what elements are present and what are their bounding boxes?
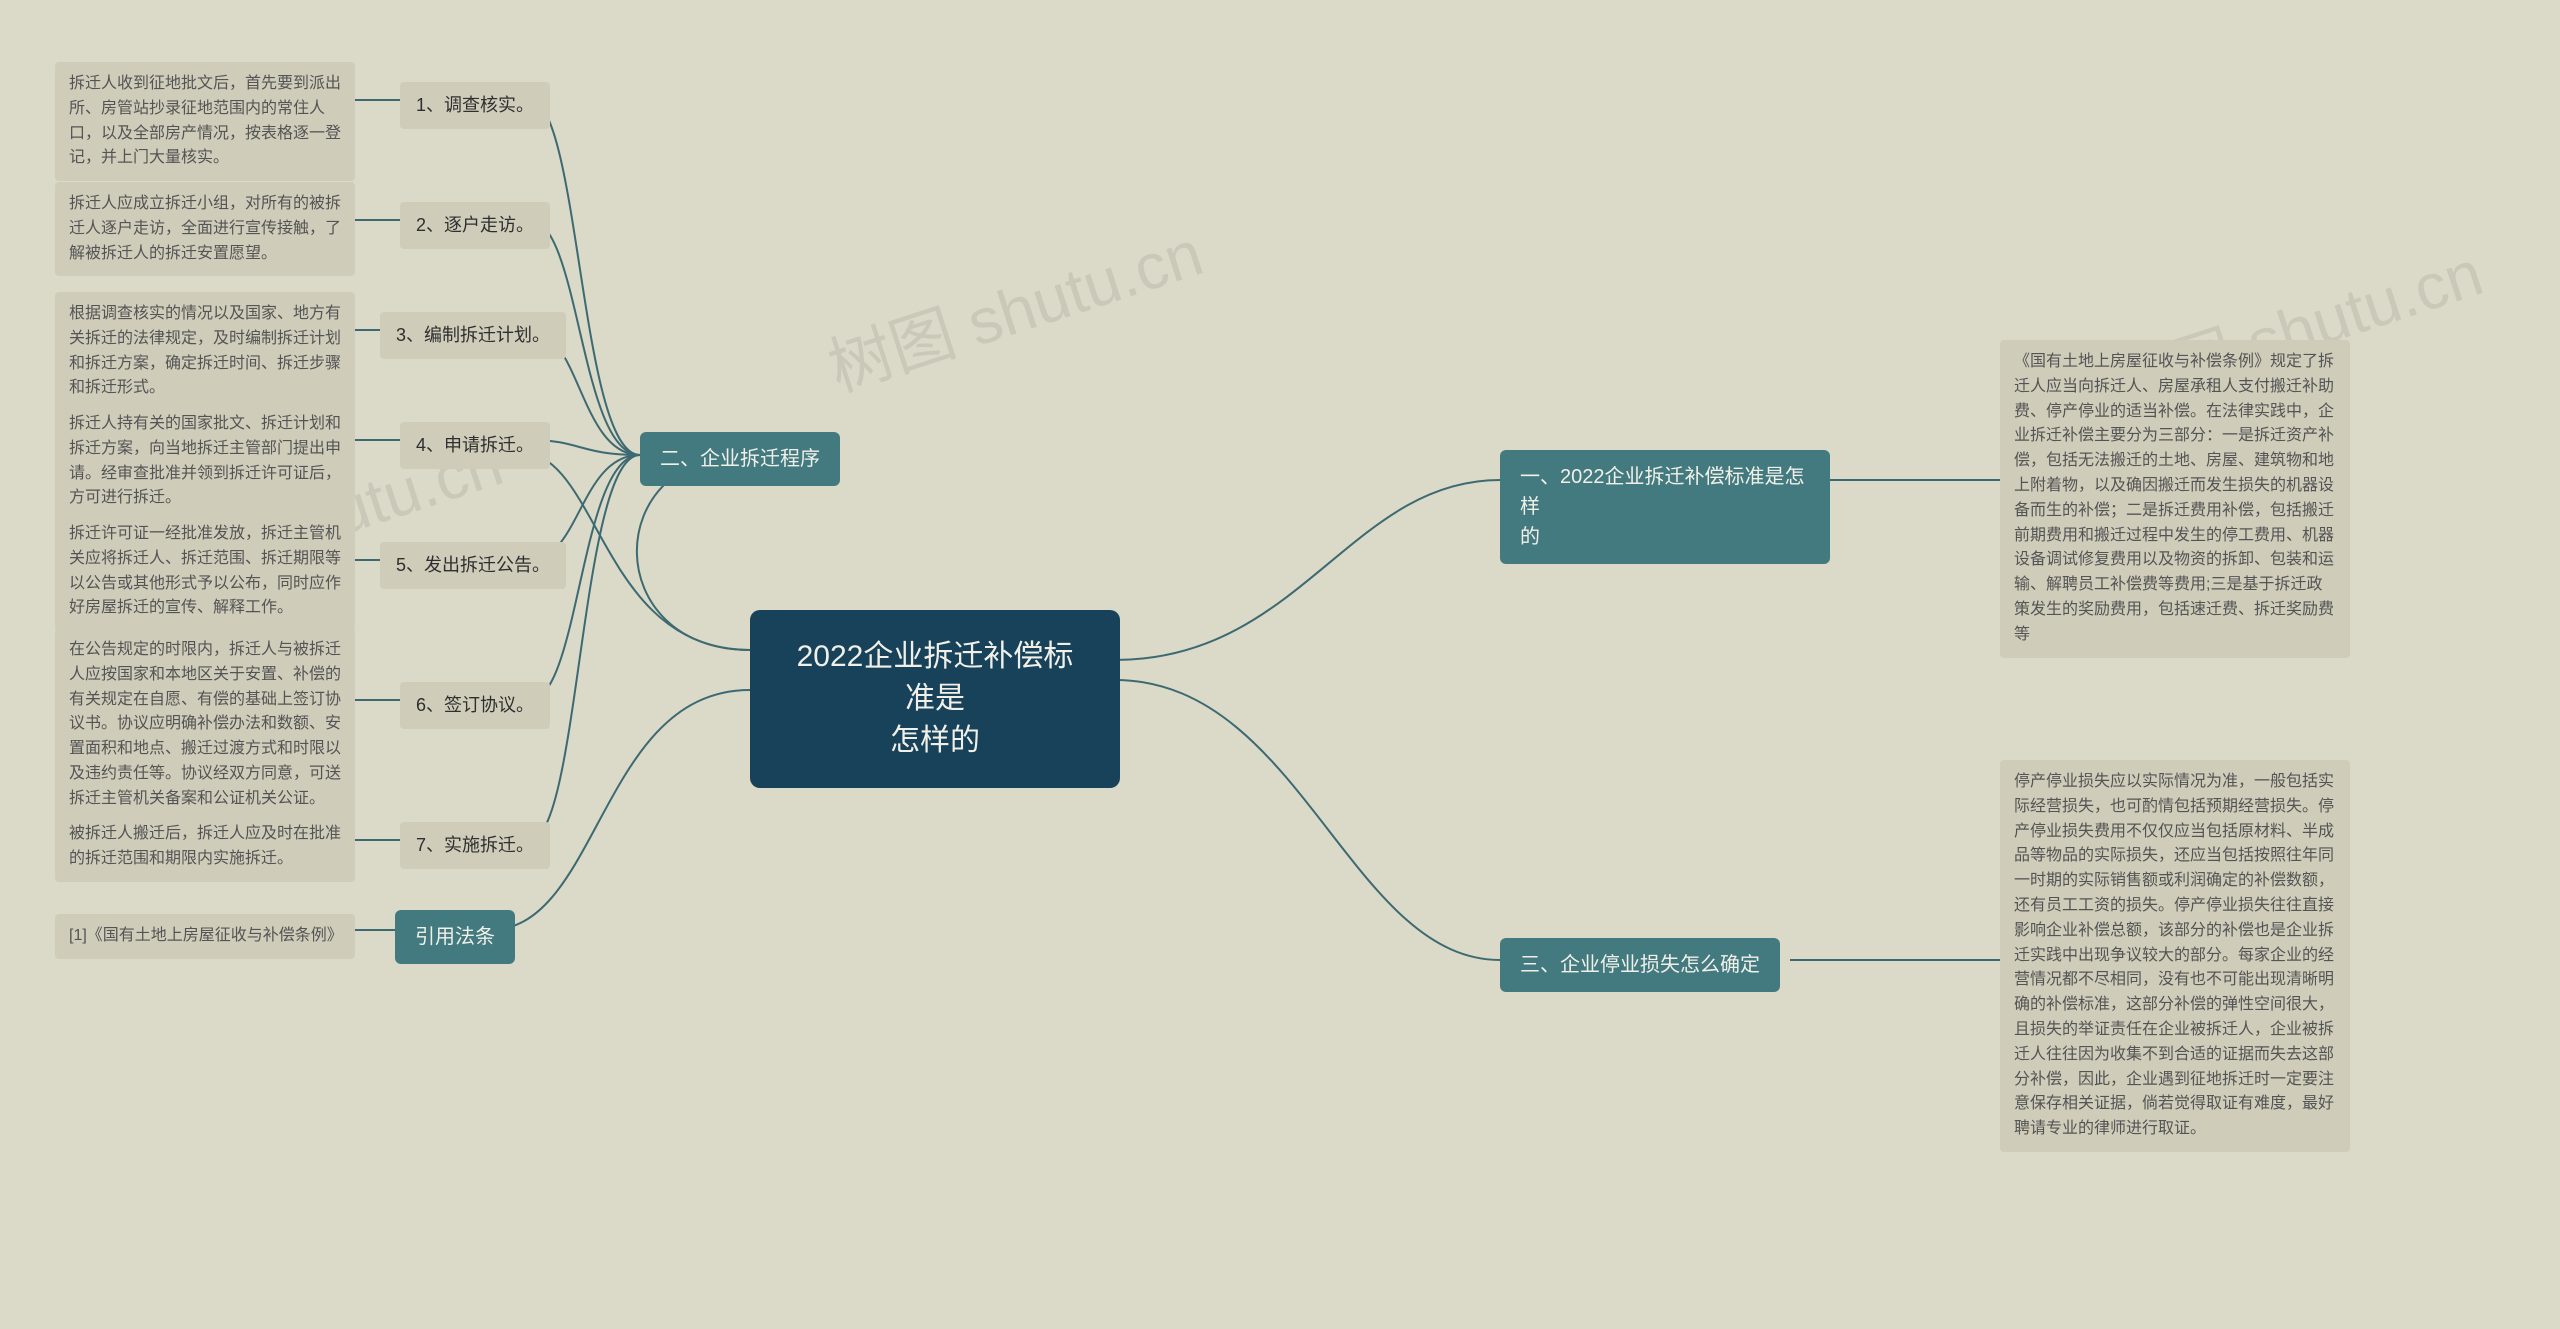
branch-1-line1: 一、2022企业拆迁补偿标准是怎样: [1520, 462, 1810, 522]
sub-6: 6、签订协议。: [400, 682, 550, 729]
sub-4: 4、申请拆迁。: [400, 422, 550, 469]
sub-5: 5、发出拆迁公告。: [380, 542, 566, 589]
sub-6-leaf: 在公告规定的时限内，拆迁人与被拆迁人应按国家和本地区关于安置、补偿的有关规定在自…: [55, 628, 355, 822]
sub-2-leaf: 拆迁人应成立拆迁小组，对所有的被拆迁人逐户走访，全面进行宣传接触，了解被拆迁人的…: [55, 182, 355, 276]
root-node: 2022企业拆迁补偿标准是 怎样的: [750, 610, 1120, 788]
branch-3: 三、企业停业损失怎么确定: [1500, 938, 1780, 992]
branch-4-leaf: [1]《国有土地上房屋征收与补偿条例》: [55, 914, 355, 959]
sub-4-leaf: 拆迁人持有关的国家批文、拆迁计划和拆迁方案，向当地拆迁主管部门提出申请。经审查批…: [55, 402, 355, 521]
branch-1-leaf: 《国有土地上房屋征收与补偿条例》规定了拆迁人应当向拆迁人、房屋承租人支付搬迁补助…: [2000, 340, 2350, 658]
sub-7-leaf: 被拆迁人搬迁后，拆迁人应及时在批准的拆迁范围和期限内实施拆迁。: [55, 812, 355, 882]
sub-7: 7、实施拆迁。: [400, 822, 550, 869]
sub-2: 2、逐户走访。: [400, 202, 550, 249]
sub-1-leaf: 拆迁人收到征地批文后，首先要到派出所、房管站抄录征地范围内的常住人口，以及全部房…: [55, 62, 355, 181]
sub-5-leaf: 拆迁许可证一经批准发放，拆迁主管机关应将拆迁人、拆迁范围、拆迁期限等以公告或其他…: [55, 512, 355, 631]
branch-2: 二、企业拆迁程序: [640, 432, 840, 486]
root-line1: 2022企业拆迁补偿标准是: [782, 636, 1088, 720]
watermark: 树图 shutu.cn: [815, 202, 1212, 409]
root-line2: 怎样的: [782, 720, 1088, 762]
sub-3-leaf: 根据调查核实的情况以及国家、地方有关拆迁的法律规定，及时编制拆迁计划和拆迁方案，…: [55, 292, 355, 411]
branch-1: 一、2022企业拆迁补偿标准是怎样 的: [1500, 450, 1830, 564]
sub-3: 3、编制拆迁计划。: [380, 312, 566, 359]
sub-1: 1、调查核实。: [400, 82, 550, 129]
branch-3-leaf: 停产停业损失应以实际情况为准，一般包括实际经营损失，也可酌情包括预期经营损失。停…: [2000, 760, 2350, 1152]
branch-1-line2: 的: [1520, 522, 1810, 552]
branch-4: 引用法条: [395, 910, 515, 964]
